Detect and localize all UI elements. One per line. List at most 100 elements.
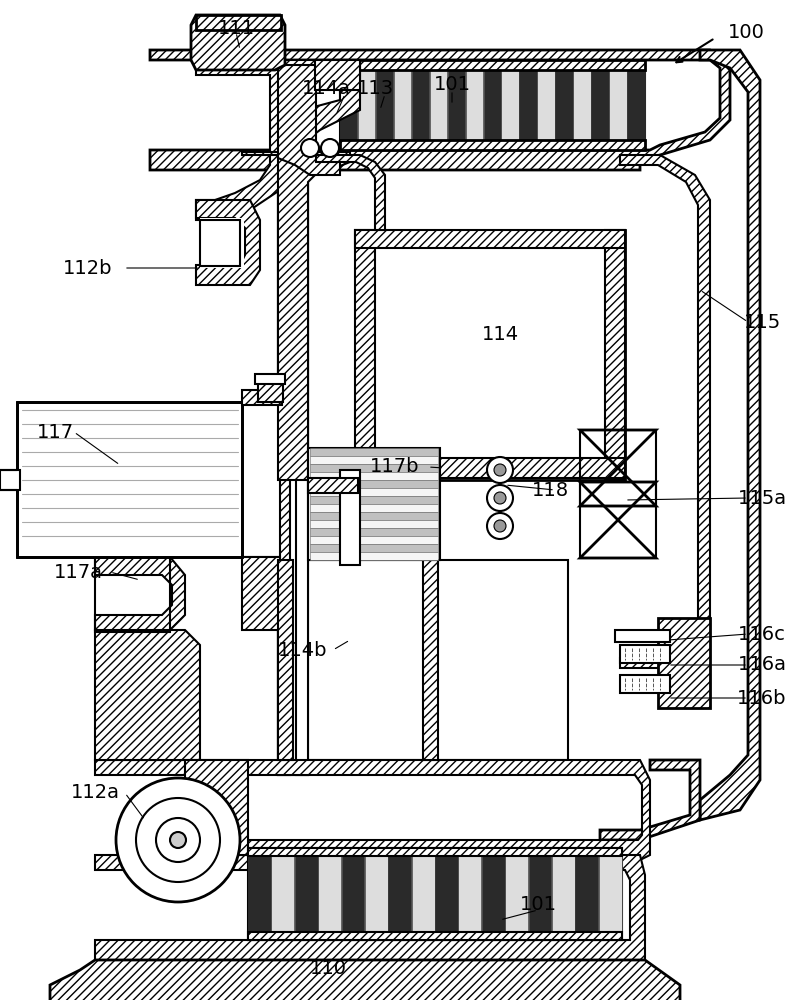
Bar xyxy=(242,402,280,557)
Bar xyxy=(310,544,438,552)
Polygon shape xyxy=(95,760,650,860)
Polygon shape xyxy=(620,155,710,668)
Bar xyxy=(592,62,609,148)
Bar xyxy=(355,230,625,480)
Text: 101: 101 xyxy=(519,896,557,914)
Bar xyxy=(248,848,622,856)
Bar xyxy=(272,850,295,938)
Bar xyxy=(555,62,572,148)
Bar xyxy=(242,390,282,405)
Bar xyxy=(310,480,438,488)
Bar xyxy=(519,62,537,148)
Bar xyxy=(308,448,440,560)
Bar xyxy=(95,557,170,632)
Circle shape xyxy=(487,457,513,483)
Polygon shape xyxy=(185,760,248,855)
Circle shape xyxy=(494,492,506,504)
Bar xyxy=(278,155,308,775)
Bar xyxy=(658,618,710,708)
Bar xyxy=(412,62,430,148)
Text: 114a: 114a xyxy=(302,80,350,99)
Bar xyxy=(278,560,293,760)
Bar xyxy=(248,850,271,938)
Bar xyxy=(340,140,645,150)
Bar xyxy=(340,60,645,70)
Bar xyxy=(340,470,360,565)
Bar xyxy=(278,155,290,775)
Bar xyxy=(552,850,575,938)
Bar xyxy=(196,15,281,30)
Circle shape xyxy=(494,520,506,532)
Text: 117: 117 xyxy=(37,422,74,442)
Bar xyxy=(341,850,364,938)
Bar xyxy=(423,560,438,760)
Polygon shape xyxy=(315,60,360,90)
Bar xyxy=(529,850,551,938)
Bar xyxy=(340,62,357,148)
Bar xyxy=(310,552,438,560)
Bar xyxy=(0,470,20,490)
Bar xyxy=(599,850,622,938)
Circle shape xyxy=(301,139,319,157)
Text: 112b: 112b xyxy=(64,258,113,277)
Bar xyxy=(310,496,438,504)
Bar xyxy=(580,482,656,558)
Text: 100: 100 xyxy=(728,23,765,42)
Circle shape xyxy=(116,778,240,902)
Text: 112a: 112a xyxy=(71,784,120,802)
Bar xyxy=(310,464,438,472)
Bar xyxy=(575,850,598,938)
Circle shape xyxy=(494,464,506,476)
Polygon shape xyxy=(95,557,185,630)
Bar xyxy=(365,850,387,938)
Bar xyxy=(484,62,501,148)
Circle shape xyxy=(170,832,186,848)
Bar xyxy=(200,218,244,268)
Text: 115: 115 xyxy=(743,312,781,332)
Text: 101: 101 xyxy=(434,76,471,95)
Bar xyxy=(394,62,411,148)
Bar xyxy=(430,62,447,148)
Bar xyxy=(502,62,519,148)
Polygon shape xyxy=(191,15,285,70)
Bar xyxy=(448,62,465,148)
Text: 111: 111 xyxy=(218,18,255,37)
Polygon shape xyxy=(242,152,350,480)
Circle shape xyxy=(487,513,513,539)
Circle shape xyxy=(136,798,220,882)
Bar xyxy=(573,62,591,148)
Polygon shape xyxy=(242,402,280,557)
Text: 116b: 116b xyxy=(738,688,787,708)
Bar xyxy=(609,62,626,148)
Bar xyxy=(258,380,283,402)
Polygon shape xyxy=(50,960,680,1000)
Text: 114b: 114b xyxy=(278,641,328,660)
Bar xyxy=(310,528,438,536)
Circle shape xyxy=(487,485,513,511)
Bar xyxy=(255,374,285,384)
Bar xyxy=(310,504,438,512)
Text: 116a: 116a xyxy=(738,656,787,674)
Bar xyxy=(310,512,438,520)
Polygon shape xyxy=(600,760,700,840)
Bar xyxy=(627,62,645,148)
Bar xyxy=(17,402,242,557)
Text: 113: 113 xyxy=(357,80,394,99)
Bar xyxy=(310,536,438,544)
Text: 117a: 117a xyxy=(53,562,102,582)
Polygon shape xyxy=(700,50,760,820)
Bar xyxy=(295,850,318,938)
Bar xyxy=(505,850,528,938)
Polygon shape xyxy=(150,50,730,170)
Bar xyxy=(388,850,411,938)
Bar xyxy=(248,848,622,940)
Bar xyxy=(538,62,555,148)
Bar xyxy=(200,220,240,266)
Text: 117b: 117b xyxy=(370,458,420,477)
Polygon shape xyxy=(95,630,200,760)
Bar xyxy=(308,478,358,493)
Polygon shape xyxy=(278,65,340,175)
Bar xyxy=(458,850,481,938)
Bar xyxy=(411,850,434,938)
Bar xyxy=(355,230,625,248)
